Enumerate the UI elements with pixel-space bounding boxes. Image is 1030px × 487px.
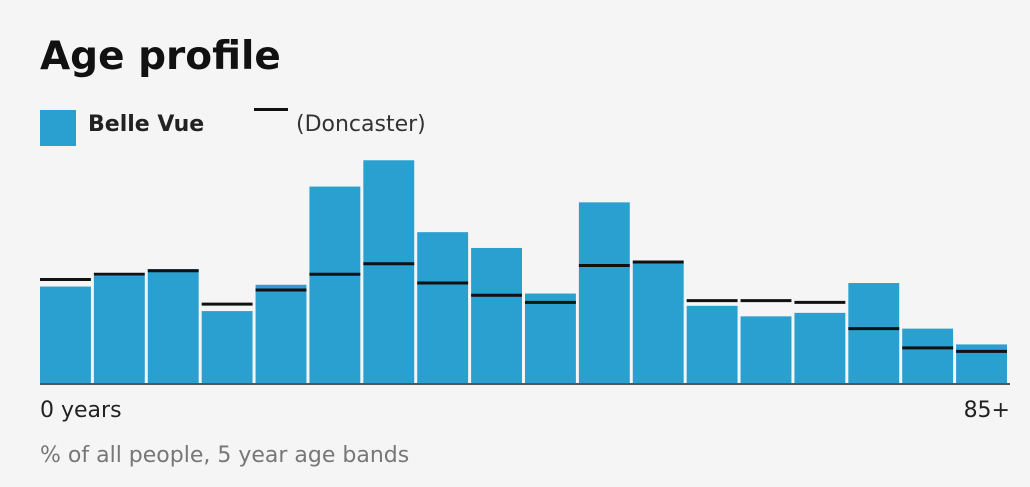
legend-reference-marker <box>254 108 288 111</box>
bar-35-39 <box>417 232 469 383</box>
bar-25-29 <box>309 186 361 383</box>
chart-caption: % of all people, 5 year age bands <box>40 443 410 468</box>
bar-30-34 <box>363 160 415 383</box>
bar-10-14 <box>147 269 199 383</box>
bar-55-59 <box>632 261 684 383</box>
bar-20-24 <box>255 284 307 383</box>
chart-title: Age profile <box>40 34 281 79</box>
bar-40-44 <box>471 247 522 383</box>
bar-60-64 <box>686 305 738 383</box>
bar-75-79 <box>848 283 900 383</box>
x-axis-start-label: 0 years <box>40 398 122 423</box>
bar-45-49 <box>525 293 576 383</box>
legend-series-swatch <box>40 110 76 146</box>
bar-15-19 <box>201 311 253 383</box>
bar-50-54 <box>578 202 630 383</box>
legend-reference-label: (Doncaster) <box>296 112 426 137</box>
bar-65-69 <box>740 316 792 383</box>
bar-5-9 <box>93 276 145 383</box>
legend-series-label: Belle Vue <box>88 112 205 137</box>
x-axis-end-label: 85+ <box>963 398 1010 423</box>
bar-0-4 <box>40 286 91 383</box>
bar-70-74 <box>794 312 846 383</box>
bar-80-84 <box>902 328 954 383</box>
